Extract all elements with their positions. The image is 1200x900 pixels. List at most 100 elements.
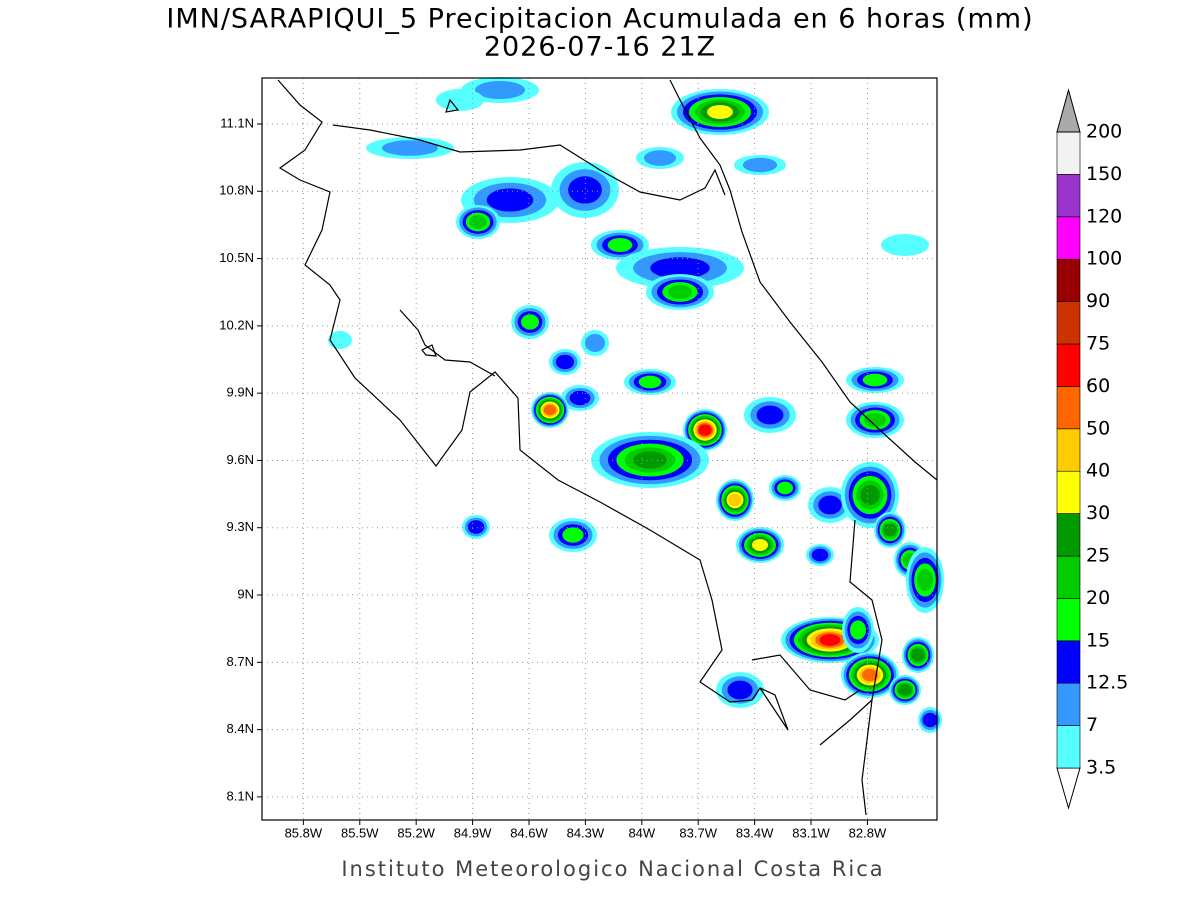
x-tick-label: 84.6W <box>510 825 548 840</box>
rain-cell <box>585 334 605 352</box>
rain-cell <box>650 257 710 279</box>
y-tick-label: 8.1N <box>227 788 254 803</box>
rain-cell <box>638 375 662 389</box>
colorbar-segment <box>1056 343 1081 387</box>
rain-cell <box>633 451 667 469</box>
colorbar-segment <box>1056 640 1081 684</box>
y-tick-label: 9.9N <box>227 385 254 400</box>
colorbar-segment <box>1056 555 1081 599</box>
colorbar-label: 90 <box>1086 290 1110 312</box>
rain-cell <box>850 620 866 640</box>
x-tick-label: 85.8W <box>285 825 323 840</box>
footer: Instituto Meteorologico Nacional Costa R… <box>341 857 884 881</box>
y-tick-label: 10.8N <box>219 183 254 198</box>
x-tick-label: 84.9W <box>454 825 492 840</box>
rain-cell <box>475 81 525 99</box>
colorbar-triangle <box>1056 767 1081 810</box>
colorbar-label: 100 <box>1086 248 1122 270</box>
y-tick-label: 11.1N <box>220 115 254 130</box>
rain-cell <box>862 373 888 387</box>
colorbar-segment <box>1056 725 1081 769</box>
y-tick-label: 8.4N <box>227 721 254 736</box>
rain-cell <box>922 712 938 728</box>
colorbar-segment <box>1056 513 1081 557</box>
grid <box>262 78 937 820</box>
rain-cell <box>698 424 712 436</box>
rain-cell <box>555 354 575 370</box>
colorbar: 3.5 7 12.5 15 20 25 30 40 50 60 75 90 100 120 150 200 <box>1056 88 1128 810</box>
rain-cell <box>568 176 602 204</box>
rain-cell <box>911 648 925 662</box>
y-tick-label: 10.5N <box>219 250 254 265</box>
rain-cell <box>543 404 557 416</box>
rain-cell <box>607 238 633 252</box>
title: IMN/SARAPIQUI_5 Precipitacion Acumulada … <box>166 4 1033 35</box>
colorbar-label: 150 <box>1086 163 1122 185</box>
rain-cell <box>467 520 485 534</box>
rain-cell <box>811 548 829 562</box>
precipitation-field <box>328 77 944 733</box>
rain-cell <box>819 634 841 646</box>
rain-cell <box>818 495 842 515</box>
colorbar-label: 40 <box>1086 460 1110 482</box>
rain-cell <box>667 284 693 300</box>
rain-cell <box>707 105 733 119</box>
rain-cell <box>742 157 778 173</box>
colorbar-segment <box>1056 131 1081 175</box>
colorbar-label: 7 <box>1086 714 1098 736</box>
rain-cell <box>644 150 676 166</box>
y-tick-label: 10.2N <box>219 317 254 332</box>
x-tick-label: 83.4W <box>736 825 774 840</box>
x-tick-label: 84.3W <box>567 825 605 840</box>
rain-cell <box>862 668 878 682</box>
colorbar-label: 200 <box>1086 121 1122 143</box>
rain-cell <box>562 527 584 543</box>
rain-cell <box>898 684 912 696</box>
colorbar-segment <box>1056 301 1081 345</box>
colorbar-label: 75 <box>1086 333 1110 355</box>
rain-cell <box>864 412 886 428</box>
colorbar-segment <box>1056 174 1081 218</box>
rain-cell <box>569 390 591 406</box>
rain-cell <box>486 188 534 212</box>
colorbar-label: 60 <box>1086 375 1110 397</box>
x-tick-label: 84W <box>628 825 655 840</box>
rain-cell <box>728 493 742 507</box>
subtitle: 2026-07-16 21Z <box>484 32 716 63</box>
x-tick-label: 85.2W <box>397 825 435 840</box>
colorbar-segment <box>1056 682 1081 726</box>
rain-cell <box>777 481 793 495</box>
colorbar-segment <box>1056 386 1081 430</box>
colorbar-label: 12.5 <box>1086 672 1128 694</box>
rain-cell <box>727 680 753 700</box>
rain-cell <box>521 314 539 330</box>
colorbar-label: 120 <box>1086 205 1122 227</box>
colorbar-segment <box>1056 598 1081 642</box>
x-tick-label: 83.7W <box>679 825 717 840</box>
rain-cell <box>436 89 484 111</box>
y-tick-label: 9N <box>237 586 254 601</box>
colorbar-label: 3.5 <box>1086 757 1116 779</box>
colorbar-label: 30 <box>1086 502 1110 524</box>
colorbar-segment <box>1056 470 1081 514</box>
map-frame <box>261 77 938 821</box>
colorbar-label: 25 <box>1086 545 1110 567</box>
colorbar-label: 15 <box>1086 629 1110 651</box>
rain-cell <box>752 539 768 551</box>
rain-cell <box>860 485 880 505</box>
colorbar-segment <box>1056 258 1081 302</box>
colorbar-triangle <box>1056 88 1081 133</box>
rain-cell <box>881 234 929 256</box>
rain-cell <box>756 405 784 425</box>
rain-cell <box>382 140 438 156</box>
rain-cell <box>916 568 934 592</box>
rain-cell <box>328 331 352 349</box>
rain-cell <box>883 523 897 537</box>
x-tick-label: 85.5W <box>341 825 379 840</box>
y-tick-label: 9.6N <box>227 452 254 467</box>
x-tick-label: 82.8W <box>849 825 887 840</box>
coastline <box>277 79 938 816</box>
colorbar-label: 50 <box>1086 417 1110 439</box>
y-tick-label: 9.3N <box>227 519 254 534</box>
